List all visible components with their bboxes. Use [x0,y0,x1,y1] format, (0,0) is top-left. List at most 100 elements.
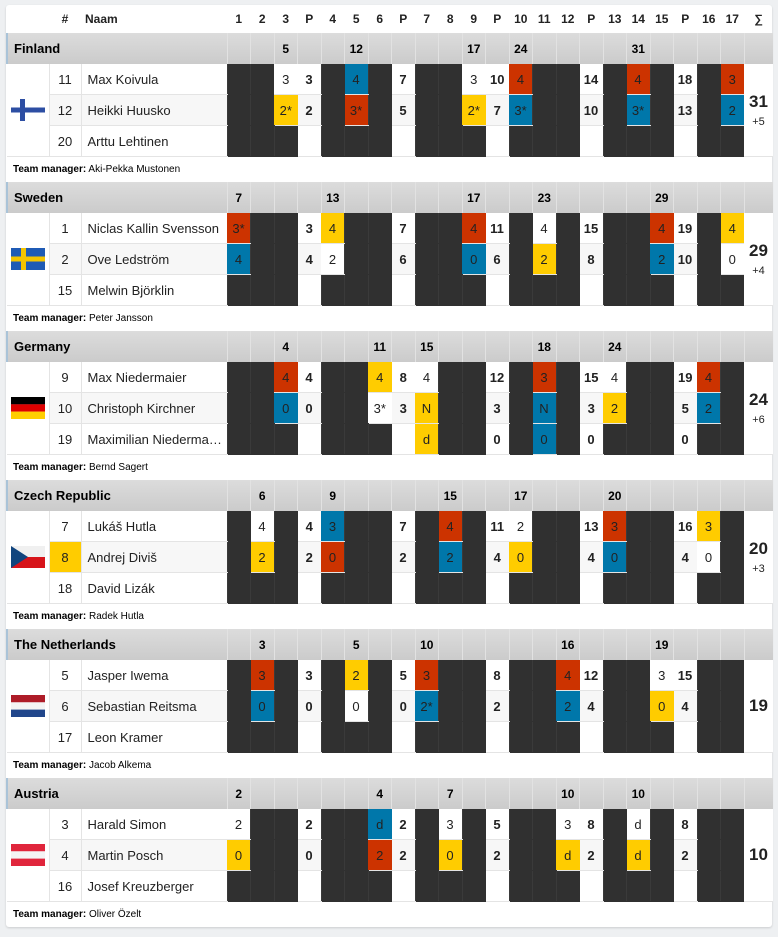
points-cell: 8 [579,809,603,840]
team-running-total [579,629,603,660]
number-header[interactable]: # [61,12,69,26]
not-riding-cell [532,690,556,722]
rider-name[interactable]: Christoph Kirchner [81,392,227,424]
not-riding-cell [532,839,556,871]
team-running-total [555,331,580,362]
team-running-total [461,778,486,809]
team-running-total: 17 [508,480,533,511]
rider-name[interactable]: Arttu Lehtinen [81,125,227,157]
not-riding-cell [696,839,721,871]
heat-column-header: 16 [702,12,716,26]
heat-result-yellow: 2 [603,392,627,424]
team-running-total [673,331,697,362]
not-riding-cell [367,870,392,902]
points-cell [579,870,603,902]
not-riding-cell [226,541,251,573]
rider-name[interactable]: Jasper Iwema [81,660,227,691]
team-running-total: 17 [461,182,486,213]
team-running-total [485,33,509,64]
team-running-total [414,480,439,511]
team-running-total [391,33,415,64]
rider-row: 7 Lukáš Hutla 4 4 3 7 4 11 2 13 3 16 3 20 +3 [7,511,773,604]
heat-result-red: 3 [532,362,556,393]
rider-name[interactable]: Niclas Kallin Svensson [81,213,227,244]
not-riding-cell [344,274,368,306]
rider-name[interactable]: Leon Kramer [81,721,227,753]
team-running-total: 11 [367,331,392,362]
heat-column-header: 1 [235,12,243,26]
not-riding-cell [555,392,580,424]
rider-number: 1 [48,213,82,244]
rider-name[interactable]: Heikki Huusko [81,94,227,126]
team-running-total [532,778,556,809]
team-running-total [696,331,721,362]
points-cell: 2 [391,809,415,840]
points-cell: 2 [579,839,603,871]
team-running-total [673,182,697,213]
rider-name[interactable]: Melwin Björklin [81,274,227,306]
name-header[interactable]: Naam [85,12,118,26]
not-riding-cell [508,660,533,691]
not-riding-cell [438,64,462,95]
rider-name[interactable]: Max Koivula [81,64,227,95]
not-riding-cell [649,541,674,573]
team-running-total [438,33,462,64]
points-cell: 13 [673,94,697,126]
not-riding-cell [720,572,744,604]
not-riding-cell [555,274,580,306]
heat-result-blue: d [368,809,392,840]
not-riding-cell [273,721,298,753]
rider-name[interactable]: David Lizák [81,572,227,604]
heat-column-header: 12 [561,12,575,26]
rider-name[interactable]: Josef Kreuzberger [81,870,227,902]
rider-name[interactable]: Maximilian Niederma… [81,423,227,455]
team-name: Czech Republic [6,480,227,511]
points-cell: 15 [673,660,697,691]
team-running-total [226,629,251,660]
not-riding-cell [250,274,274,306]
team-running-total [485,331,509,362]
rider-name[interactable]: Max Niedermaier [81,362,227,393]
points-cell [485,125,509,157]
points-cell: 18 [673,64,697,95]
heat-result-blue: 2* [415,690,439,722]
rider-name[interactable]: Ove Ledström [81,243,227,275]
rider-name[interactable]: Lukáš Hutla [81,511,227,542]
flag-cell [7,511,49,604]
heat-column-header: 17 [725,12,739,26]
rider-row: 10 Christoph Kirchner 0 0 3* 3 N 3 N 3 2 5 2 [7,392,773,424]
heat-result-white: 4 [532,213,556,244]
not-riding-cell [508,243,533,275]
heat-result-blue: 4 [344,64,368,95]
not-riding-cell [438,690,462,722]
points-cell [485,721,509,753]
rider-number: 5 [48,660,82,691]
team-running-total [696,778,721,809]
not-riding-cell [226,660,251,691]
team-header-sum [743,182,773,213]
points-cell: 2 [297,809,321,840]
team-running-total [673,778,697,809]
team-manager: Team manager: Oliver Özelt [7,902,773,928]
team-total-cell: 19 [744,660,773,753]
rider-name[interactable]: Martin Posch [81,839,227,871]
not-riding-cell [461,423,486,455]
not-riding-cell [250,721,274,753]
heat-result-blue: 3 [321,511,345,542]
rider-number: 18 [48,572,82,604]
team-header-row: Sweden 7 13 17 23 29 [6,182,773,213]
not-riding-cell [414,213,439,244]
not-riding-cell [367,125,392,157]
points-cell: 0 [297,392,321,424]
not-riding-cell [508,362,533,393]
team-manager: Team manager: Aki-Pekka Mustonen [7,157,773,183]
rider-name[interactable]: Sebastian Reitsma [81,690,227,722]
points-cell: 10 [673,243,697,275]
rider-name[interactable]: Andrej Diviš [81,541,227,573]
not-riding-cell [626,125,650,157]
not-riding-cell [273,572,298,604]
heat-result-yellow: 0 [509,541,533,573]
points-cell [391,870,415,902]
not-riding-cell [250,64,274,95]
rider-name[interactable]: Harald Simon [81,809,227,840]
